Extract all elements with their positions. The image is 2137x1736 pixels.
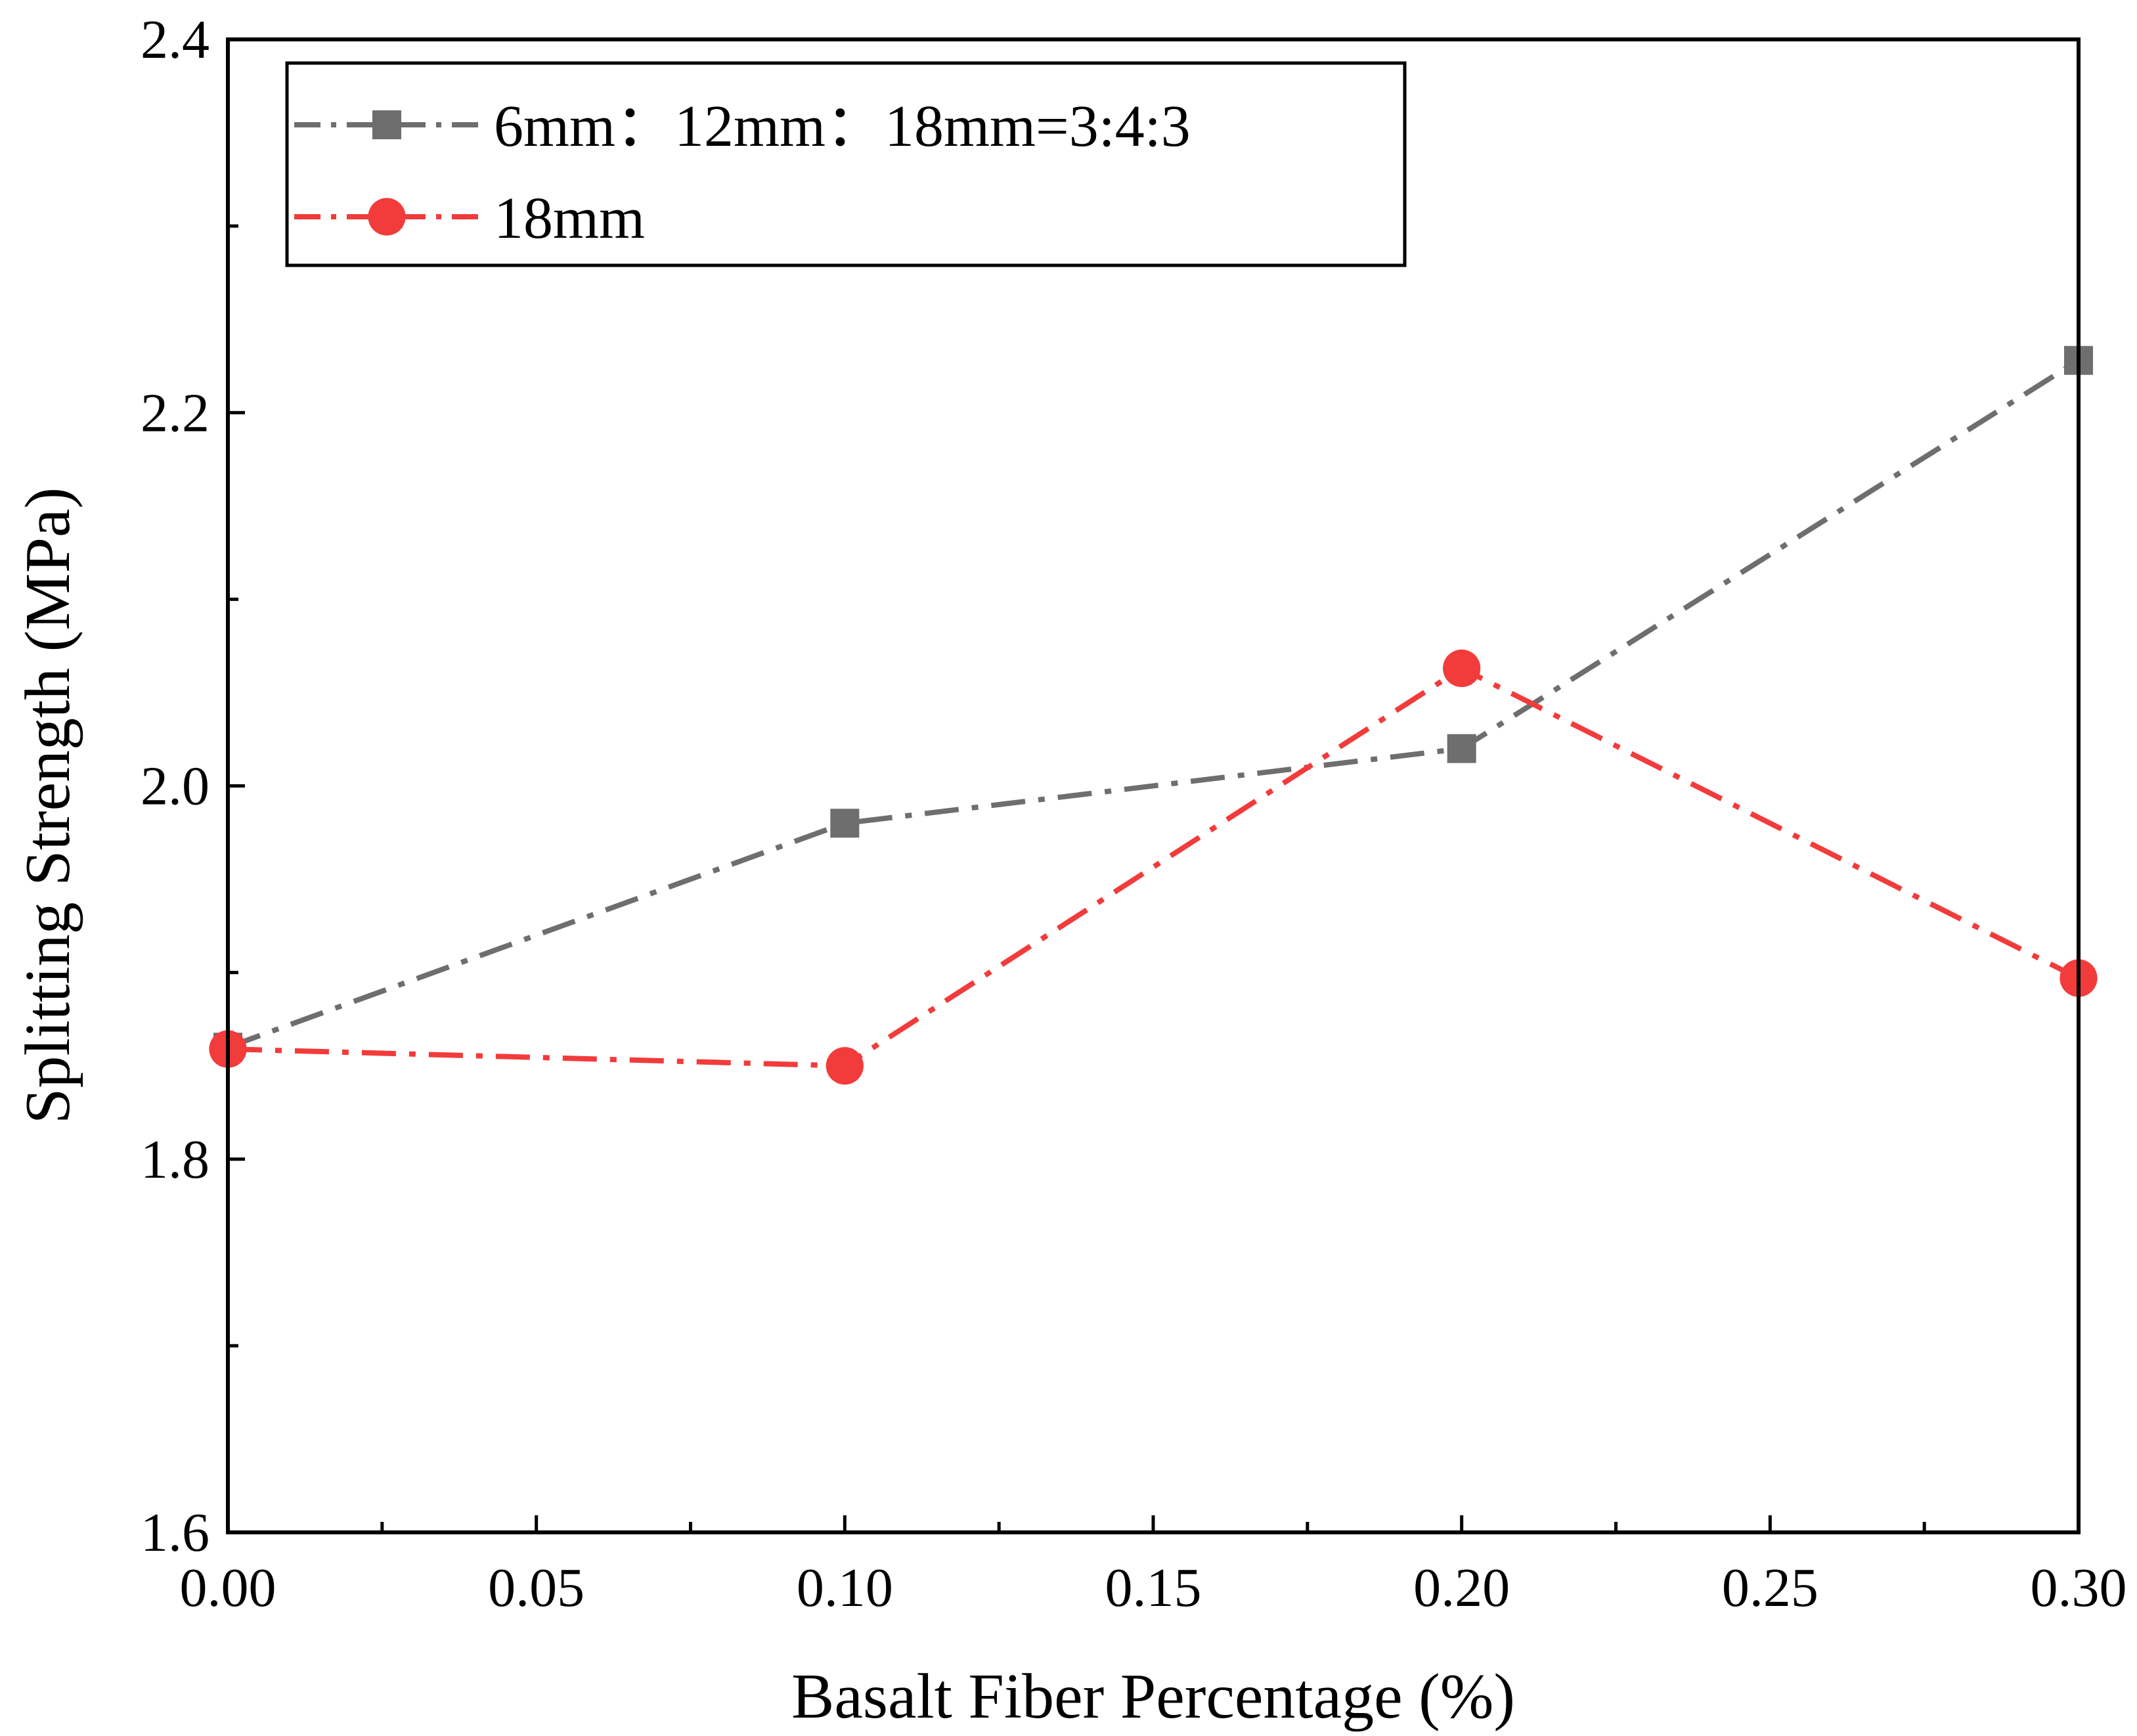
- y-tick-label: 2.0: [141, 756, 209, 817]
- y-tick-label: 1.6: [141, 1502, 209, 1563]
- series-point: [1447, 734, 1476, 763]
- x-tick-label: 0.15: [1105, 1557, 1202, 1618]
- y-tick-label: 2.4: [141, 9, 209, 70]
- series-point: [826, 1047, 864, 1085]
- x-tick-label: 0.20: [1413, 1557, 1510, 1618]
- y-axis-title: Splitting Strength (MPa): [12, 487, 83, 1124]
- series-point: [830, 809, 860, 838]
- series-line: [227, 665, 2080, 1069]
- x-tick-label: 0.00: [180, 1557, 276, 1618]
- legend-item-2: 18mm: [294, 186, 645, 251]
- legend-label: 6mm：12mm：18mm=3:4:3: [494, 94, 1191, 159]
- y-tick-label: 2.2: [141, 382, 209, 443]
- x-axis-title: Basalt Fiber Percentage (%): [791, 1661, 1515, 1732]
- series-point: [372, 110, 401, 139]
- x-tick-label: 0.25: [1722, 1557, 1818, 1618]
- legend-item-1: 6mm：12mm：18mm=3:4:3: [294, 94, 1191, 159]
- x-tick-label: 0.10: [797, 1557, 893, 1618]
- series-2: [209, 649, 2098, 1085]
- series-line: [227, 358, 2081, 1050]
- legend: 6mm：12mm：18mm=3:4:3 18mm: [285, 61, 1407, 267]
- y-tick-label: 1.8: [141, 1129, 209, 1190]
- legend-box: [285, 61, 1407, 267]
- ticks-layer: 0.00 0.05 0.10 0.15 0.20 0.25 0.30 1.6 1.8 2.0 2.2…: [141, 9, 2127, 1618]
- legend-label: 18mm: [494, 186, 645, 251]
- series-point: [368, 198, 406, 236]
- legend-items: 6mm：12mm：18mm=3:4:3 18mm: [294, 94, 1191, 251]
- x-tick-label: 0.05: [488, 1557, 584, 1618]
- x-tick-label: 0.30: [2031, 1557, 2127, 1618]
- series-point: [1443, 649, 1481, 688]
